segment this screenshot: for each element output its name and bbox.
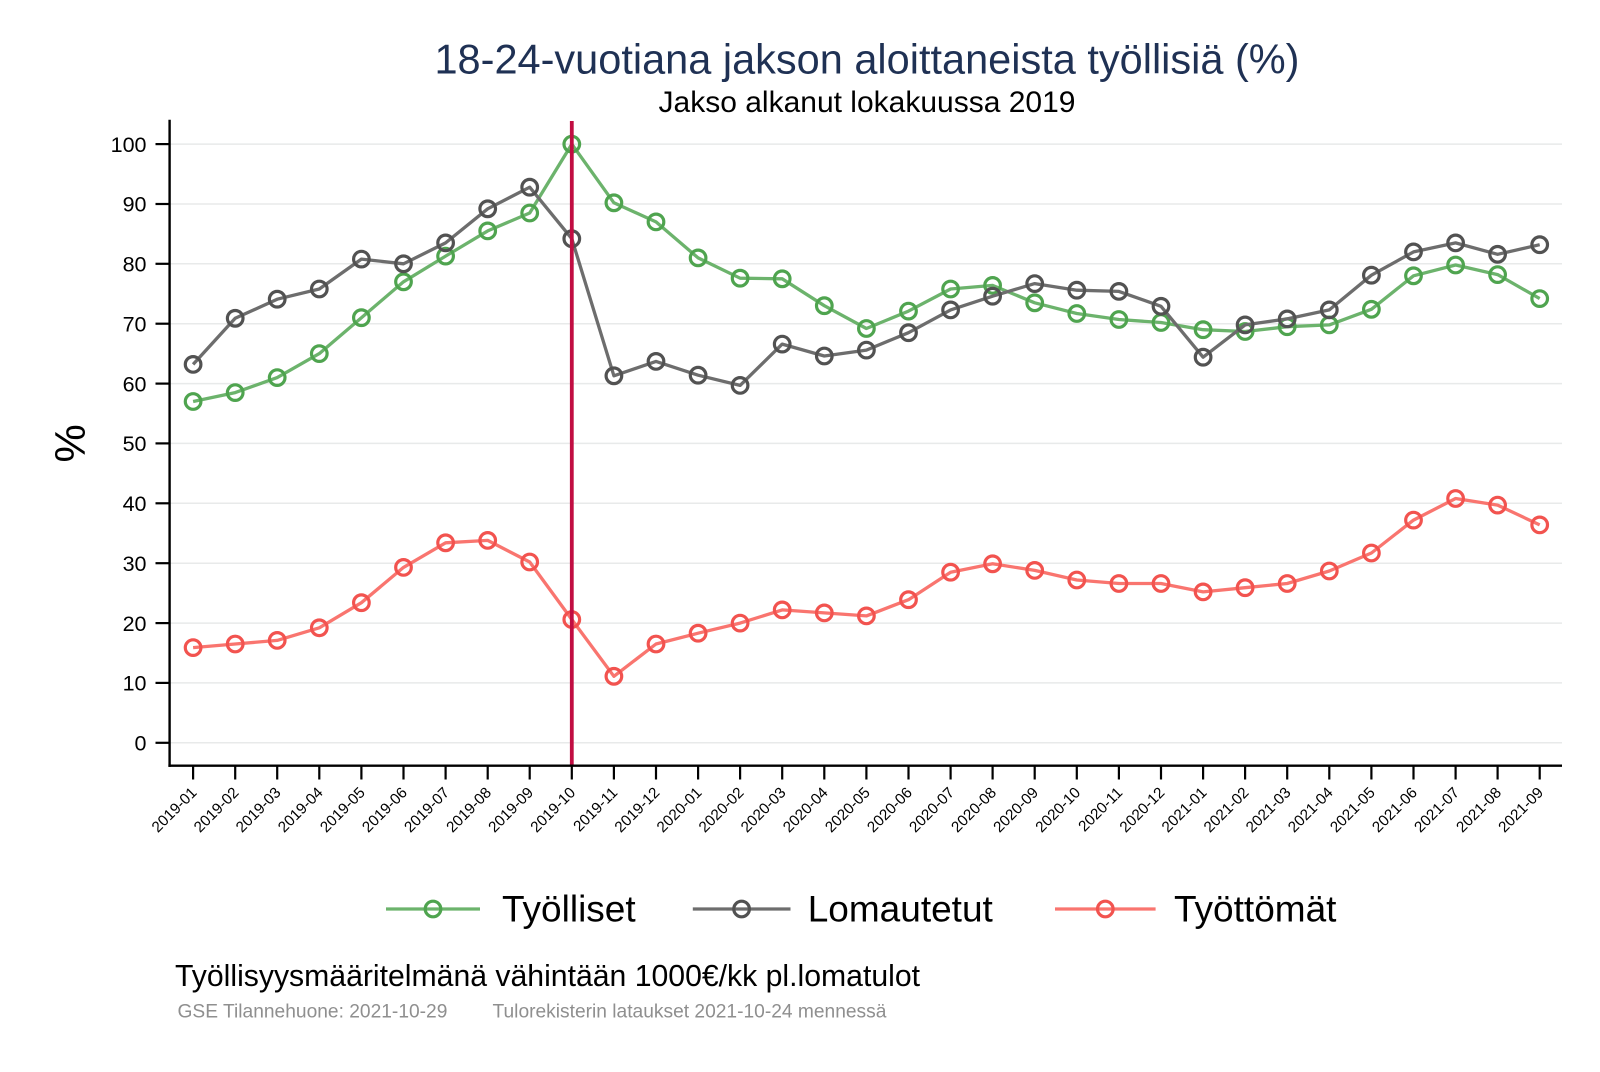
svg-text:%: % bbox=[47, 424, 95, 462]
svg-text:Lomautetut: Lomautetut bbox=[808, 889, 994, 930]
svg-text:60: 60 bbox=[123, 372, 147, 396]
svg-text:80: 80 bbox=[123, 253, 147, 277]
svg-text:Työlliset: Työlliset bbox=[502, 889, 636, 930]
svg-text:50: 50 bbox=[123, 432, 147, 456]
svg-text:Työllisyysmääritelmänä vähintä: Työllisyysmääritelmänä vähintään 1000€/k… bbox=[175, 960, 921, 993]
svg-text:Tulorekisterin lataukset 2021-: Tulorekisterin lataukset 2021-10-24 menn… bbox=[493, 1002, 887, 1023]
svg-text:40: 40 bbox=[123, 492, 147, 516]
svg-text:20: 20 bbox=[123, 612, 147, 636]
svg-text:0: 0 bbox=[135, 732, 147, 756]
svg-text:Jakso alkanut lokakuussa 2019: Jakso alkanut lokakuussa 2019 bbox=[659, 86, 1076, 119]
svg-text:70: 70 bbox=[123, 312, 147, 336]
svg-text:90: 90 bbox=[123, 193, 147, 217]
svg-text:Työttömät: Työttömät bbox=[1174, 889, 1337, 930]
svg-text:10: 10 bbox=[123, 672, 147, 696]
svg-text:30: 30 bbox=[123, 552, 147, 576]
svg-text:GSE Tilannehuone: 2021-10-29: GSE Tilannehuone: 2021-10-29 bbox=[178, 1002, 448, 1023]
svg-text:18-24-vuotiana jakson aloittan: 18-24-vuotiana jakson aloittaneista työl… bbox=[434, 36, 1299, 83]
svg-text:100: 100 bbox=[111, 133, 147, 157]
